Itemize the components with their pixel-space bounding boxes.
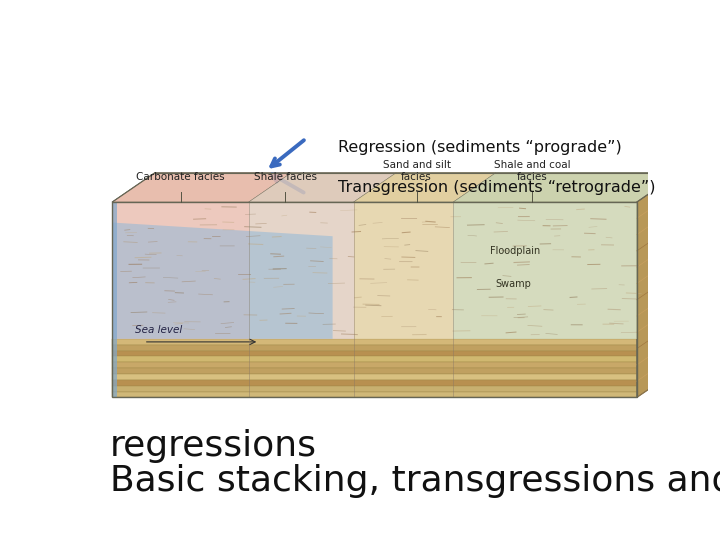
Polygon shape — [354, 202, 454, 339]
Polygon shape — [112, 368, 637, 374]
Polygon shape — [112, 362, 637, 368]
Polygon shape — [454, 202, 637, 339]
Polygon shape — [112, 345, 637, 350]
Polygon shape — [454, 173, 680, 202]
Polygon shape — [112, 380, 637, 386]
Text: Shale facies: Shale facies — [254, 172, 317, 182]
Polygon shape — [112, 173, 292, 202]
Polygon shape — [112, 356, 637, 362]
Text: Shale and coal
facies: Shale and coal facies — [494, 160, 570, 182]
Polygon shape — [354, 173, 496, 202]
Polygon shape — [248, 173, 396, 202]
Text: Sand and silt
facies: Sand and silt facies — [382, 160, 451, 182]
Polygon shape — [112, 350, 637, 356]
Polygon shape — [112, 386, 637, 392]
Polygon shape — [112, 202, 117, 397]
Text: Swamp: Swamp — [495, 279, 531, 289]
Polygon shape — [637, 173, 680, 397]
Text: Floodplain: Floodplain — [490, 246, 540, 256]
Polygon shape — [248, 202, 354, 339]
Polygon shape — [112, 392, 637, 397]
Polygon shape — [112, 339, 637, 345]
Text: Basic stacking, transgressions and: Basic stacking, transgressions and — [109, 464, 720, 498]
Text: Regression (sediments “prograde”): Regression (sediments “prograde”) — [338, 140, 622, 156]
Polygon shape — [112, 202, 248, 339]
Text: Carbonate facies: Carbonate facies — [136, 172, 225, 182]
Text: regressions: regressions — [109, 429, 317, 463]
Text: Transgression (sediments “retrograde”): Transgression (sediments “retrograde”) — [338, 180, 656, 195]
Text: Sea level: Sea level — [135, 325, 182, 335]
Polygon shape — [112, 374, 637, 380]
Polygon shape — [112, 173, 680, 202]
Polygon shape — [112, 222, 333, 339]
